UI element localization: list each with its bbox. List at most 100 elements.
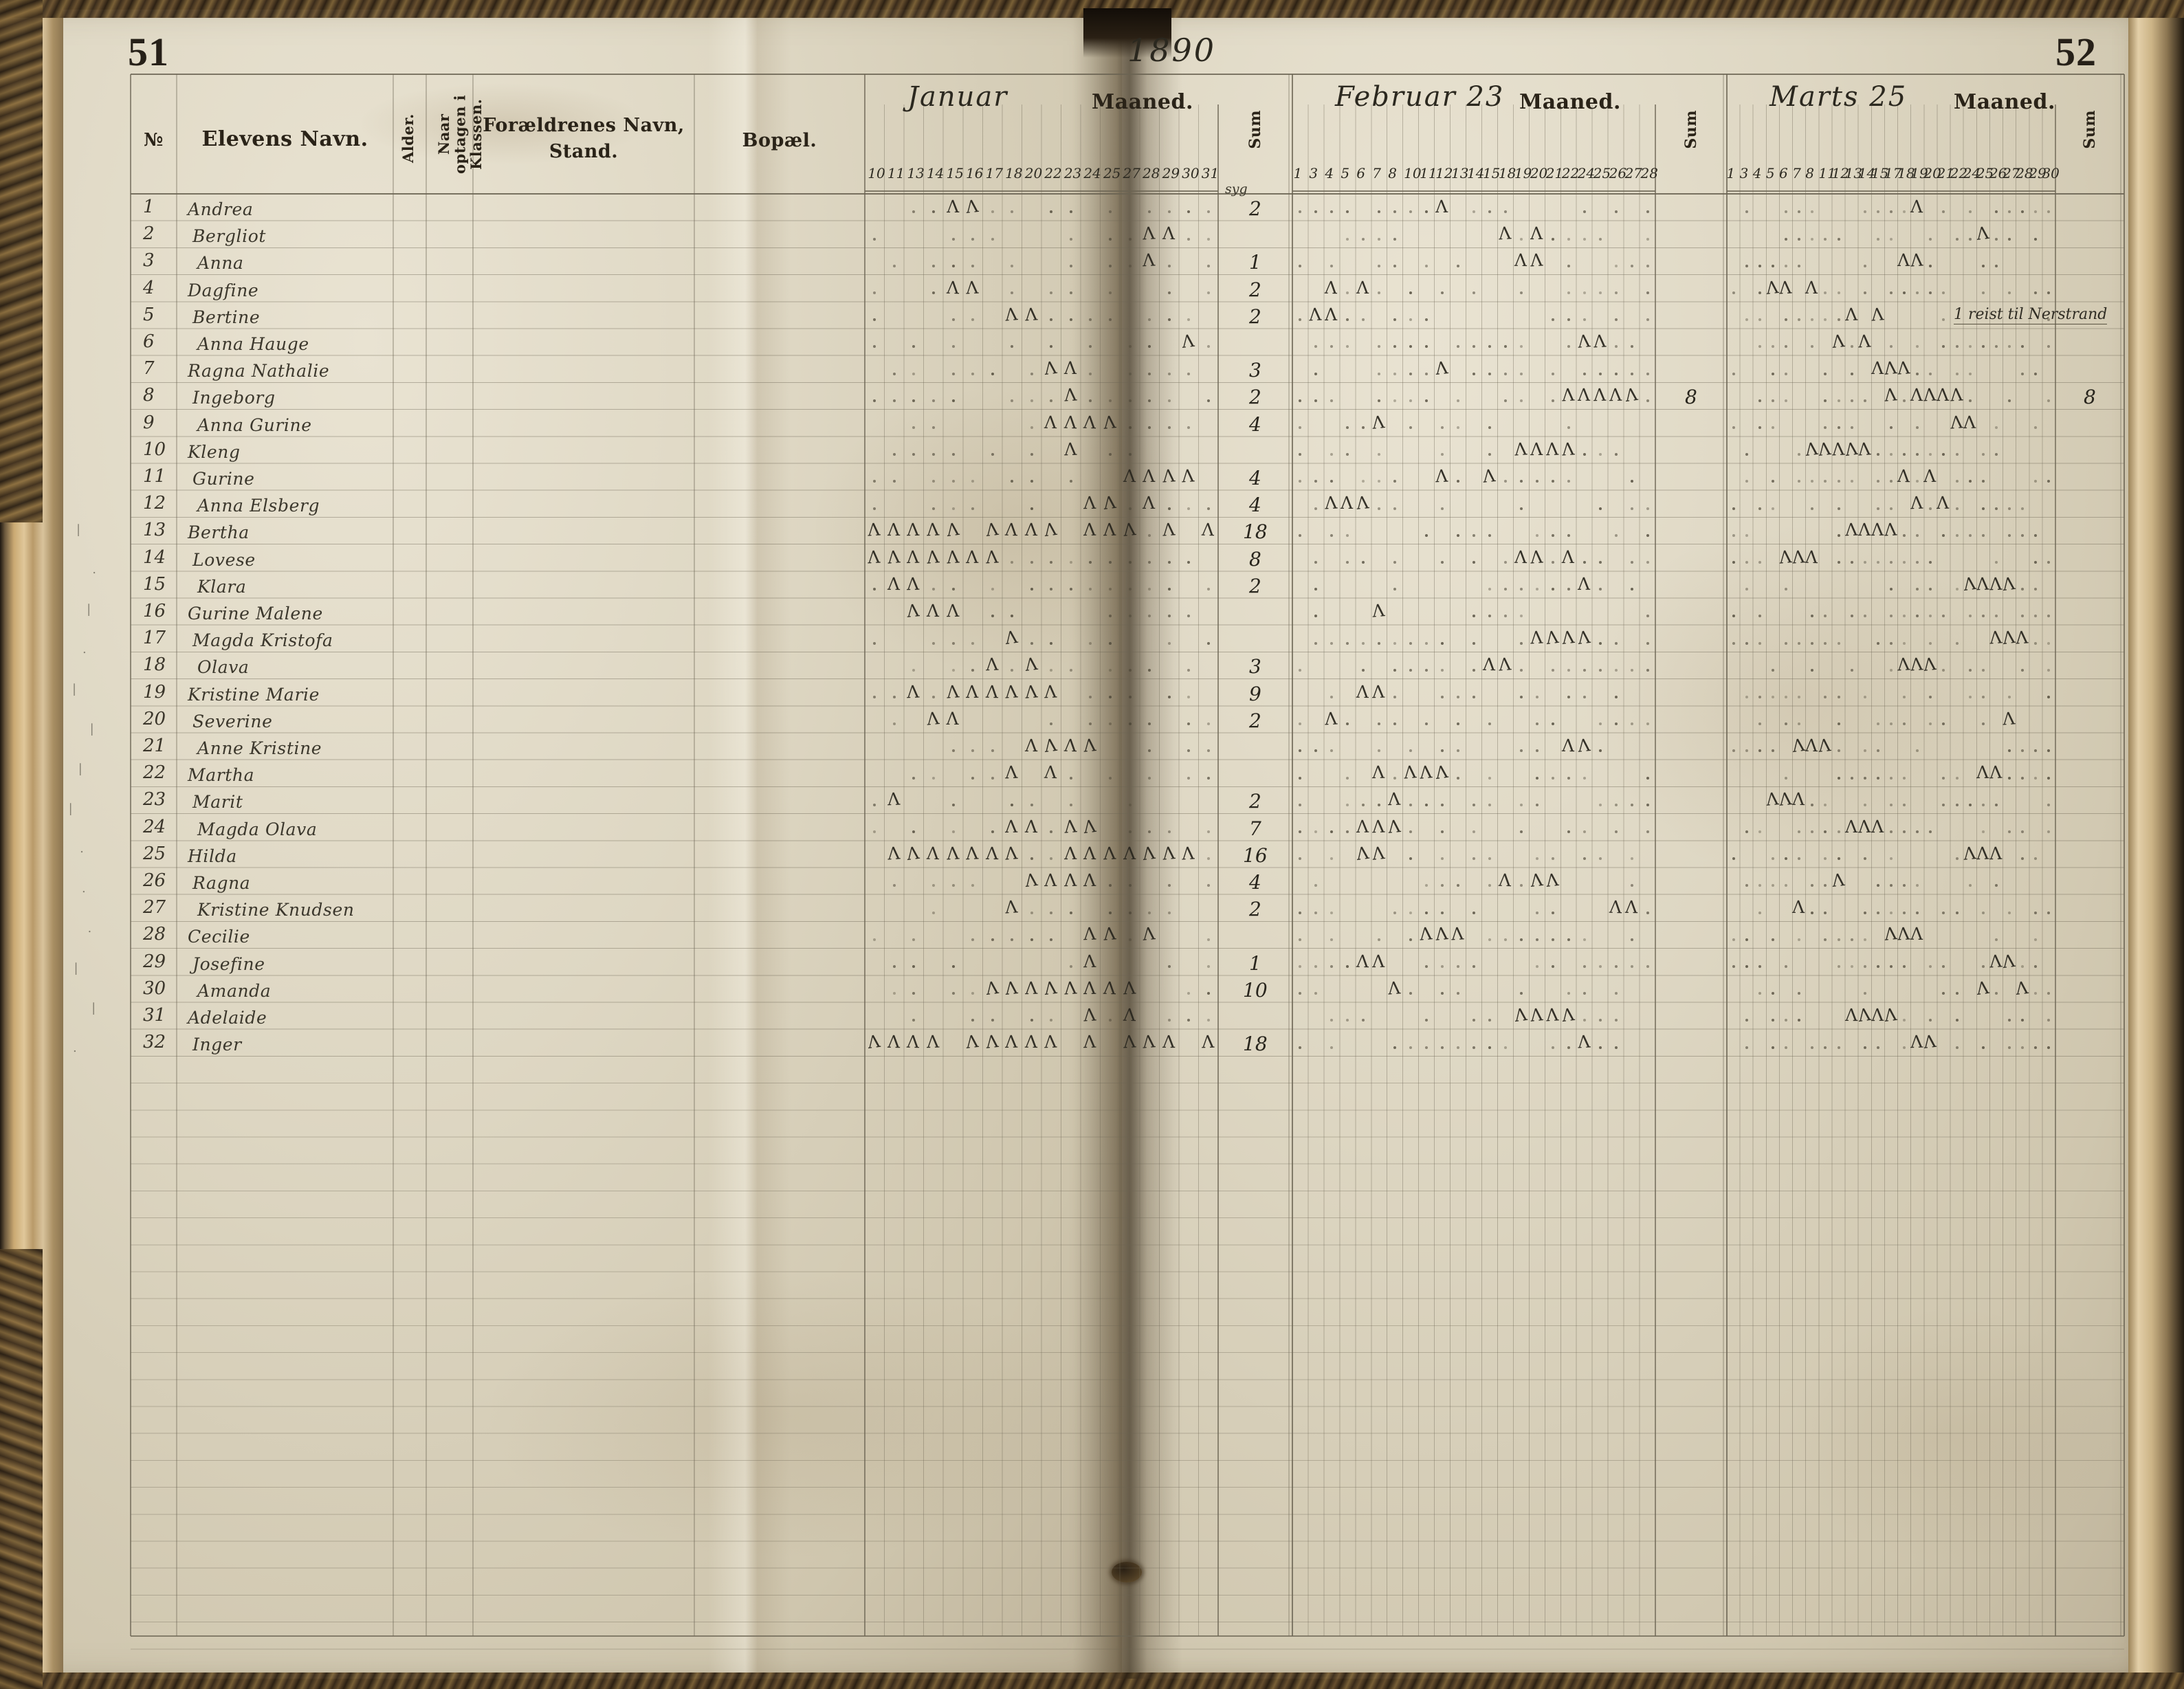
- day-number: 24: [1083, 165, 1101, 181]
- row-number: 14: [143, 547, 166, 568]
- row-number: 12: [143, 493, 166, 514]
- row-number: 32: [143, 1032, 166, 1053]
- day-number: 25: [1593, 165, 1611, 181]
- student-name: Amanda: [197, 980, 272, 1001]
- day-number: 27: [1624, 165, 1643, 181]
- student-name: Bergliot: [192, 226, 267, 247]
- column-header-sum: Sum: [1246, 110, 1264, 149]
- gutter-top-shadow: [1083, 8, 1171, 58]
- month-sum-value: 3: [1249, 359, 1261, 382]
- row-number: 8: [143, 385, 155, 406]
- day-number: 19: [1514, 165, 1532, 181]
- student-name: Cecilie: [188, 927, 250, 947]
- day-number: 1: [1726, 165, 1736, 181]
- month-sum-value: 10: [1243, 978, 1268, 1002]
- row-number: 29: [143, 951, 166, 972]
- column-header-sum: Sum: [1682, 110, 1700, 149]
- month-sum-value: 1: [1249, 251, 1261, 274]
- day-number: 15: [1482, 165, 1501, 181]
- column-header-sum: Sum: [2081, 110, 2099, 149]
- day-number: 4: [1752, 165, 1762, 181]
- column-header-parents-stand: Stand.: [549, 141, 619, 162]
- month-sum-value: 18: [1243, 520, 1268, 544]
- row-number: 30: [143, 978, 166, 999]
- month-sum-value: 2: [1249, 790, 1261, 813]
- day-number: 6: [1779, 165, 1788, 181]
- day-number: 4: [1325, 165, 1334, 181]
- day-number: 26: [1609, 165, 1627, 181]
- month-sum-value: 2: [1249, 278, 1261, 301]
- page-right: [1122, 10, 2139, 1679]
- day-number: 23: [1063, 165, 1082, 181]
- month-sum-value: 7: [1249, 817, 1261, 840]
- student-name: Anna Gurine: [197, 415, 312, 435]
- day-number: 24: [1577, 165, 1596, 181]
- row-note: 1 reist til Nerstrand: [1954, 305, 2108, 324]
- month-sum-value: 4: [1249, 412, 1261, 436]
- sum-annotation: syg: [1225, 181, 1248, 197]
- day-number: 18: [1498, 165, 1516, 181]
- day-number: 1: [1293, 165, 1303, 181]
- day-number: 10: [868, 165, 885, 181]
- day-number: 5: [1341, 165, 1350, 181]
- day-number: 28: [1143, 165, 1160, 181]
- student-name: Anna Hauge: [197, 334, 309, 354]
- day-number: 22: [1044, 165, 1062, 181]
- day-number: 25: [1103, 165, 1121, 181]
- row-number: 9: [143, 412, 155, 433]
- student-name: Gurine Malene: [188, 604, 323, 623]
- day-number: 29: [1162, 165, 1180, 181]
- day-number: 20: [1530, 165, 1548, 181]
- student-name: Josefine: [192, 953, 265, 974]
- page-edges-right: [2128, 0, 2184, 1689]
- day-number: 28: [2016, 165, 2033, 181]
- day-number: 28: [1640, 165, 1658, 181]
- row-number: 16: [143, 601, 166, 621]
- student-name: Anna Elsberg: [197, 496, 320, 516]
- student-name: Hilda: [188, 846, 237, 866]
- month-sum-value: 8: [1685, 386, 1697, 409]
- folio-number-right: 52: [2055, 30, 2097, 74]
- day-number: 10: [1404, 165, 1422, 181]
- day-number: 16: [966, 165, 984, 181]
- day-number: 14: [1857, 165, 1876, 181]
- day-number: 29: [2029, 165, 2047, 181]
- student-name: Dagfine: [188, 280, 259, 300]
- month-sum-value: 1: [1249, 951, 1261, 975]
- student-name: Anna: [197, 253, 244, 274]
- day-number: 8: [1805, 165, 1814, 181]
- day-number: 21: [1545, 165, 1564, 181]
- day-number: 11: [1818, 165, 1836, 181]
- column-header-number: №: [144, 130, 164, 151]
- row-number: 15: [143, 573, 166, 595]
- day-number: 19: [1910, 165, 1928, 181]
- day-number: 26: [1989, 165, 2007, 181]
- binding-hole: [1112, 1562, 1142, 1582]
- day-number: 30: [2042, 165, 2060, 181]
- day-number: 27: [2003, 165, 2020, 181]
- day-number: 22: [1561, 165, 1580, 181]
- page-left: [41, 10, 1122, 1679]
- day-number: 3: [1309, 165, 1319, 181]
- student-name: Gurine: [192, 469, 255, 489]
- day-number: 11: [887, 165, 905, 181]
- day-number: 21: [1937, 165, 1954, 181]
- row-number: 26: [143, 870, 166, 891]
- student-name: Magda Kristofa: [192, 630, 333, 651]
- row-number: 28: [143, 924, 166, 945]
- student-name: Martha: [188, 765, 255, 786]
- month-sum-value: 8: [1249, 547, 1261, 571]
- row-number: 31: [143, 1005, 166, 1026]
- row-number: 13: [143, 520, 166, 541]
- column-header-parents: Forældrenes Navn,: [483, 115, 685, 136]
- row-number: 27: [143, 897, 166, 918]
- row-number: 5: [143, 304, 155, 325]
- day-number: 14: [926, 165, 945, 181]
- month-name-handwritten: Februar 23: [1335, 81, 1505, 113]
- row-number: 6: [143, 331, 155, 352]
- day-number: 25: [1976, 165, 1994, 181]
- row-number: 3: [143, 250, 155, 272]
- day-number: 7: [1792, 165, 1801, 181]
- row-number: 25: [143, 843, 166, 864]
